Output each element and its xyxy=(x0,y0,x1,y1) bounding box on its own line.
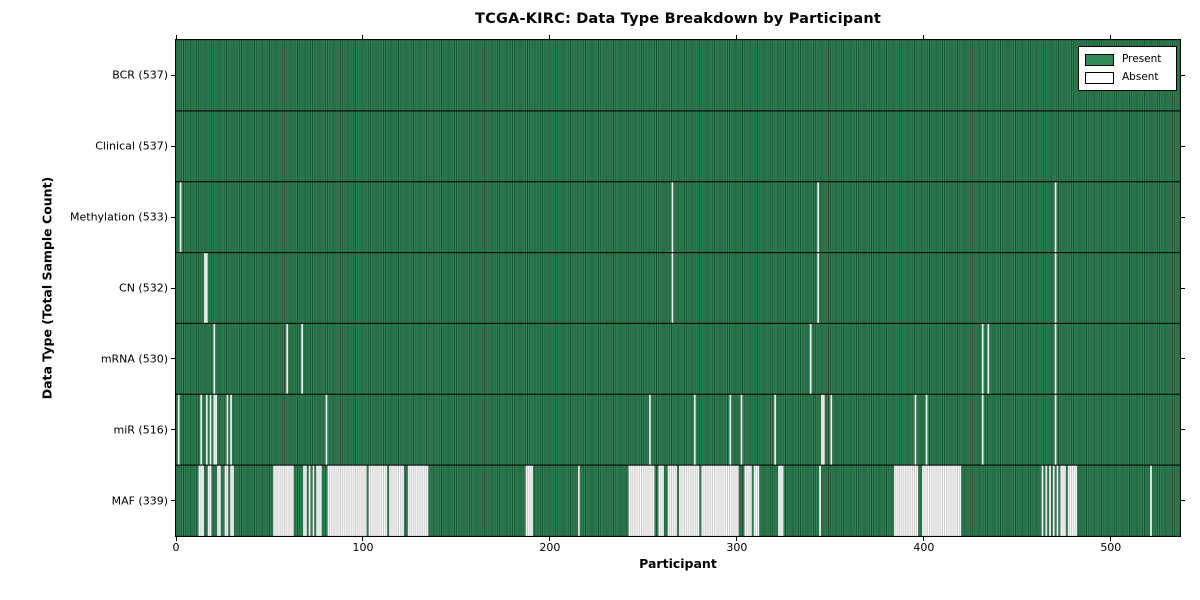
y-axis-tick xyxy=(171,216,175,218)
y-tick-label: miR (516) xyxy=(113,423,169,437)
y-tick-label: BCR (537) xyxy=(112,68,168,82)
y-tick-label: Methylation (533) xyxy=(70,210,168,224)
y-axis-tick-right xyxy=(1181,145,1185,147)
x-axis-tick-top xyxy=(362,35,364,39)
y-axis-tick xyxy=(171,145,175,147)
y-tick-label: CN (532) xyxy=(119,281,168,295)
legend-label-present: Present xyxy=(1122,53,1162,66)
y-axis-tick-right xyxy=(1181,74,1185,76)
legend-item-present: Present xyxy=(1085,52,1170,67)
y-axis-tick-right xyxy=(1181,429,1185,431)
present-swatch-icon xyxy=(1085,53,1114,66)
y-tick-label: mRNA (530) xyxy=(100,352,168,366)
x-axis-tick xyxy=(1110,537,1112,541)
x-axis-tick xyxy=(736,537,738,541)
x-tick-label: 300 xyxy=(726,541,748,554)
x-axis-tick-top xyxy=(736,35,738,39)
legend: Present Absent xyxy=(1078,46,1177,91)
y-axis-tick-right xyxy=(1181,216,1185,218)
y-tick-label: MAF (339) xyxy=(111,494,168,508)
x-axis-tick xyxy=(549,537,551,541)
x-tick-label: 500 xyxy=(1100,541,1122,554)
absent-swatch-icon xyxy=(1085,71,1114,84)
x-tick-label: 0 xyxy=(172,541,180,554)
x-axis-tick-top xyxy=(923,35,925,39)
x-axis-label: Participant xyxy=(639,556,717,571)
x-axis-tick xyxy=(923,537,925,541)
legend-item-absent: Absent xyxy=(1085,70,1170,85)
y-axis-tick xyxy=(171,500,175,502)
y-axis-tick xyxy=(171,287,175,289)
y-axis-tick-right xyxy=(1181,358,1185,360)
y-axis-tick xyxy=(171,358,175,360)
x-axis-tick xyxy=(362,537,364,541)
y-axis-tick xyxy=(171,74,175,76)
x-tick-label: 100 xyxy=(352,541,374,554)
x-axis-tick-top xyxy=(549,35,551,39)
x-axis-tick xyxy=(175,537,177,541)
y-axis-tick-right xyxy=(1181,500,1185,502)
chart-title: TCGA-KIRC: Data Type Breakdown by Partic… xyxy=(475,11,881,27)
x-tick-label: 400 xyxy=(913,541,935,554)
x-tick-label: 200 xyxy=(539,541,561,554)
plot-area xyxy=(175,39,1181,537)
x-axis-tick-top xyxy=(1110,35,1112,39)
x-axis-tick-top xyxy=(175,35,177,39)
plot-canvas xyxy=(176,40,1180,536)
legend-label-absent: Absent xyxy=(1122,71,1159,84)
y-axis-tick xyxy=(171,429,175,431)
y-axis-tick-right xyxy=(1181,287,1185,289)
y-tick-label: Clinical (537) xyxy=(95,139,168,153)
